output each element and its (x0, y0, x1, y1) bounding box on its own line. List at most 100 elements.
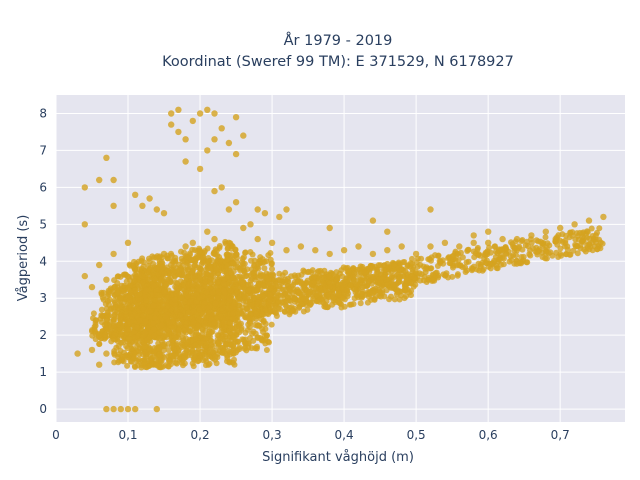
scatter-point (105, 289, 112, 296)
scatter-point (562, 237, 569, 244)
scatter-point (248, 302, 255, 309)
scatter-point (291, 295, 297, 302)
scatter-point (355, 243, 362, 250)
scatter-point (558, 252, 565, 259)
scatter-point (261, 265, 268, 272)
scatter-point (520, 253, 527, 260)
scatter-point (350, 274, 357, 281)
scatter-point (172, 283, 179, 290)
scatter-point (111, 311, 118, 318)
scatter-point (260, 318, 267, 325)
scatter-point (348, 301, 355, 308)
scatter-point (175, 106, 182, 114)
scatter-point (246, 315, 253, 322)
scatter-point (165, 363, 172, 370)
scatter-point (564, 243, 571, 250)
scatter-point (197, 340, 204, 347)
scatter-point (542, 234, 549, 241)
scatter-point (262, 306, 269, 313)
scatter-point (168, 261, 175, 269)
scatter-point (477, 261, 484, 268)
scatter-point (223, 341, 230, 348)
scatter-point (221, 348, 227, 355)
scatter-point (375, 282, 382, 289)
scatter-point (205, 330, 212, 337)
scatter-point (250, 337, 257, 344)
scatter-point (184, 319, 191, 326)
scatter-point (256, 322, 263, 329)
scatter-point (220, 287, 227, 294)
scatter-point (193, 325, 200, 332)
y-tick-label: 5 (39, 217, 47, 231)
y-tick-label: 4 (39, 254, 47, 268)
scatter-point (98, 312, 105, 319)
scatter-point (353, 281, 360, 288)
scatter-point (427, 243, 434, 250)
scatter-point (110, 176, 117, 184)
scatter-point (584, 234, 590, 241)
scatter-point (177, 312, 184, 319)
scatter-point (144, 336, 151, 343)
scatter-point (268, 239, 276, 246)
scatter-point (574, 250, 581, 257)
scatter-point (572, 236, 579, 243)
scatter-point (330, 294, 337, 301)
scatter-point (114, 289, 121, 296)
scatter-point (215, 340, 222, 347)
scatter-point (557, 245, 564, 252)
scatter-point (172, 335, 178, 341)
scatter-point (409, 260, 416, 267)
scatter-point (281, 308, 288, 315)
scatter-point (92, 328, 98, 335)
x-tick-label: 0,1 (118, 428, 137, 442)
scatter-point (179, 258, 186, 265)
scatter-point (338, 267, 345, 274)
scatter-point (143, 297, 150, 304)
scatter-point (192, 341, 199, 348)
scatter-point (391, 296, 398, 303)
scatter-point (518, 238, 525, 245)
scatter-point (572, 243, 579, 250)
scatter-point (190, 308, 197, 315)
scatter-point (206, 265, 213, 271)
scatter-point (354, 266, 361, 273)
x-axis-title: Signifikant våghöjd (m) (262, 450, 414, 465)
scatter-point (402, 286, 409, 293)
scatter-point (307, 288, 314, 295)
scatter-point (199, 331, 206, 338)
scatter-point (128, 345, 135, 352)
scatter-point (161, 270, 168, 277)
scatter-point (124, 362, 131, 369)
scatter-point (594, 246, 601, 253)
scatter-point (360, 283, 367, 290)
scatter-point (245, 340, 252, 347)
scatter-point (361, 269, 367, 276)
scatter-point (164, 294, 171, 301)
scatter-point (196, 281, 202, 288)
scatter-point (159, 264, 166, 271)
scatter-point (141, 329, 148, 336)
scatter-point (182, 158, 189, 165)
scatter-point (177, 278, 184, 285)
x-tick-label: 0,4 (335, 428, 354, 442)
scatter-point (110, 405, 117, 413)
scatter-point (132, 405, 139, 413)
scatter-point (189, 239, 196, 246)
scatter-point (313, 285, 319, 292)
scatter-point (334, 274, 341, 281)
scatter-point (390, 262, 397, 269)
scatter-point (283, 206, 290, 213)
scatter-point (157, 297, 164, 303)
scatter-point (153, 206, 160, 213)
scatter-point (152, 276, 159, 283)
scatter-point (485, 228, 492, 235)
scatter-point (247, 320, 253, 326)
scatter-point (283, 247, 290, 254)
scatter-point (196, 248, 203, 255)
scatter-point (364, 299, 371, 306)
scatter-point (172, 254, 179, 261)
scatter-point (252, 321, 258, 328)
scatter-point (175, 128, 182, 136)
x-tick-label: 0,6 (479, 428, 498, 442)
scatter-point (320, 299, 327, 306)
